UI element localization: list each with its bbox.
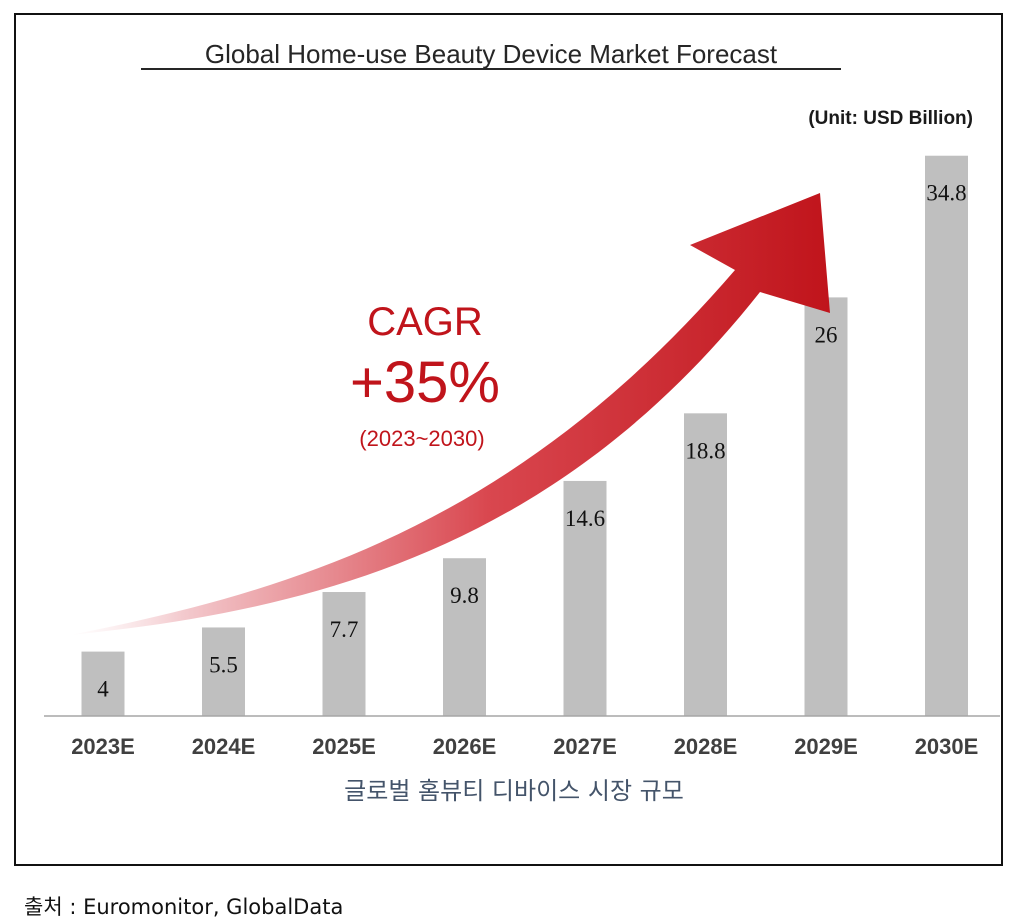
bar-2030E bbox=[925, 155, 968, 717]
data-label-2030E: 34.8 bbox=[926, 181, 966, 206]
growth-arrow-icon bbox=[70, 193, 830, 635]
x-tick-label-2027E: 2027E bbox=[553, 734, 617, 759]
x-tick-label-2030E: 2030E bbox=[915, 734, 979, 759]
bar-2027E bbox=[563, 480, 607, 716]
data-label-2026E: 9.8 bbox=[450, 583, 479, 608]
bar-2023E bbox=[81, 651, 125, 716]
data-label-2027E: 14.6 bbox=[565, 506, 605, 531]
cagr-label: CAGR bbox=[367, 300, 483, 344]
bar-2029E bbox=[804, 297, 848, 716]
data-label-2023E: 4 bbox=[97, 677, 109, 702]
data-label-2029E: 26 bbox=[815, 322, 838, 347]
x-tick-label-2028E: 2028E bbox=[674, 734, 738, 759]
x-tick-label-2023E: 2023E bbox=[71, 734, 135, 759]
unit-label: (Unit: USD Billion) bbox=[808, 108, 973, 129]
data-label-2028E: 18.8 bbox=[685, 438, 725, 463]
data-label-2025E: 7.7 bbox=[330, 617, 359, 642]
x-tick-label-2024E: 2024E bbox=[192, 734, 256, 759]
x-tick-label-2029E: 2029E bbox=[794, 734, 858, 759]
bar-2025E bbox=[322, 592, 366, 716]
source-note: 출처 : Euromonitor, GlobalData bbox=[24, 895, 344, 919]
x-axis-title: 글로벌 홈뷰티 디바이스 시장 규모 bbox=[344, 777, 684, 805]
chart-frame bbox=[14, 13, 1003, 866]
x-tick-label-2026E: 2026E bbox=[433, 734, 497, 759]
bar-2028E bbox=[684, 413, 727, 716]
cagr-value: +35% bbox=[350, 350, 500, 415]
bar-2026E bbox=[443, 558, 486, 716]
x-tick-label-2025E: 2025E bbox=[312, 734, 376, 759]
data-label-2024E: 5.5 bbox=[209, 652, 238, 677]
chart-title: Global Home-use Beauty Device Market For… bbox=[205, 39, 778, 69]
bar-2024E bbox=[202, 627, 245, 716]
cagr-period: (2023~2030) bbox=[359, 426, 484, 451]
